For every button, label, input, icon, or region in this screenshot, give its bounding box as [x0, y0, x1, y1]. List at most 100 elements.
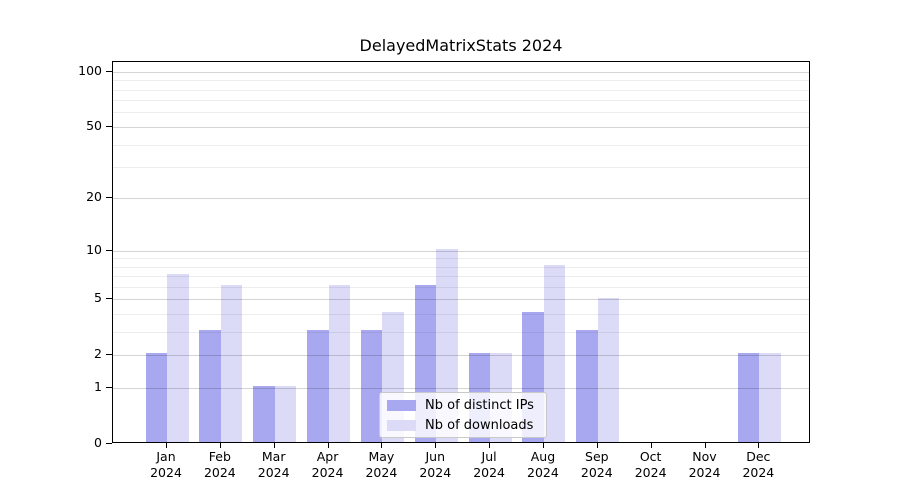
gridline-80	[113, 89, 809, 91]
y-tick-2	[106, 354, 112, 356]
legend-label: Nb of downloads	[425, 417, 534, 433]
y-tick-label-20: 20	[86, 189, 102, 205]
bar-ips-sep	[576, 330, 598, 442]
month-label: Jan	[156, 449, 176, 464]
legend-label: Nb of distinct IPs	[425, 397, 534, 413]
y-tick-5	[106, 298, 112, 300]
year-label: 2024	[473, 464, 505, 480]
gridline-20	[113, 198, 809, 200]
bar-ips-dec	[737, 353, 760, 442]
x-tick-mar	[273, 443, 275, 448]
y-tick-0	[106, 443, 112, 444]
x-tick-label-nov: Nov 2024	[677, 449, 733, 480]
gridline-8	[113, 266, 809, 268]
x-tick-label-oct: Oct 2024	[623, 449, 679, 480]
x-tick-jan	[166, 443, 167, 448]
y-tick-label-5: 5	[94, 290, 102, 306]
month-label: Feb	[208, 449, 231, 464]
year-label: 2024	[634, 464, 667, 480]
month-label: Sep	[585, 449, 609, 464]
year-label: 2024	[257, 464, 290, 480]
plot-area: Nb of distinct IPs Nb of downloads	[112, 61, 810, 443]
month-label: Dec	[746, 449, 771, 464]
bar-ips-mar	[253, 386, 275, 442]
bar-downloads-sep	[597, 297, 620, 442]
x-tick-label-jun: Jun 2024	[407, 449, 463, 480]
year-label: 2024	[365, 464, 398, 480]
legend-row-ips: Nb of distinct IPs	[387, 398, 539, 413]
x-tick-jul	[489, 443, 491, 448]
y-tick-label-1: 1	[94, 379, 102, 395]
gridline-50	[113, 126, 809, 128]
year-label: 2024	[419, 464, 452, 480]
month-label: Apr	[316, 449, 339, 464]
legend-row-downloads: Nb of downloads	[387, 418, 539, 433]
x-tick-apr	[327, 443, 329, 448]
legend-swatch-ips	[387, 399, 416, 411]
gridline-30	[113, 167, 809, 169]
bar-downloads-mar	[274, 386, 297, 442]
bar-downloads-feb	[220, 285, 243, 442]
year-label: 2024	[580, 464, 613, 480]
bar-downloads-dec	[759, 353, 781, 442]
month-label: Jul	[481, 449, 497, 464]
x-tick-dec	[758, 443, 760, 448]
gridline-9	[113, 258, 809, 260]
bar-ips-feb	[199, 330, 221, 442]
y-tick-label-100: 100	[78, 62, 102, 78]
x-tick-nov	[704, 443, 706, 448]
x-tick-aug	[542, 443, 544, 448]
month-label: Oct	[639, 449, 662, 464]
year-label: 2024	[742, 464, 775, 480]
x-tick-label-aug: Aug 2024	[515, 449, 571, 480]
x-tick-label-jul: Jul 2024	[461, 449, 517, 480]
gridline-6	[113, 287, 809, 289]
gridline-70	[113, 100, 809, 102]
x-tick-label-may: May 2024	[353, 449, 409, 480]
y-tick-50	[106, 125, 112, 127]
x-tick-label-dec: Dec 2024	[730, 449, 786, 480]
x-tick-jun	[435, 443, 437, 448]
legend: Nb of distinct IPs Nb of downloads	[379, 392, 547, 438]
x-tick-oct	[650, 443, 652, 448]
bar-ips-apr	[307, 330, 329, 442]
bar-downloads-jan	[167, 274, 189, 442]
legend-swatch-downloads	[387, 419, 416, 431]
y-tick-label-0: 0	[94, 435, 102, 450]
year-label: 2024	[688, 464, 721, 480]
bar-downloads-aug	[543, 264, 566, 442]
y-tick-20	[106, 197, 112, 199]
y-tick-label-10: 10	[86, 241, 102, 257]
y-tick-10	[106, 249, 112, 251]
bar-ips-may	[360, 330, 383, 442]
year-label: 2024	[311, 464, 344, 480]
month-label: Aug	[530, 449, 556, 464]
gridline-7	[113, 276, 809, 278]
x-tick-label-feb: Feb 2024	[192, 449, 248, 480]
x-tick-label-sep: Sep 2024	[569, 449, 625, 480]
x-tick-label-jan: Jan 2024	[138, 449, 194, 480]
y-tick-1	[106, 387, 112, 389]
x-tick-feb	[219, 443, 221, 448]
x-tick-label-apr: Apr 2024	[300, 449, 356, 480]
x-tick-sep	[596, 443, 598, 448]
month-label: Mar	[261, 449, 286, 464]
x-tick-may	[381, 443, 383, 448]
month-label: May	[368, 449, 395, 464]
gridline-40	[113, 144, 809, 146]
bar-downloads-apr	[328, 285, 351, 442]
year-label: 2024	[203, 464, 236, 480]
month-label: Nov	[692, 449, 717, 464]
x-tick-label-mar: Mar 2024	[246, 449, 302, 480]
y-tick-label-50: 50	[86, 117, 102, 133]
gridline-4	[113, 314, 809, 316]
y-tick-100	[106, 70, 112, 72]
y-tick-label-2: 2	[94, 346, 102, 362]
year-label: 2024	[150, 464, 182, 480]
month-label: Jun	[425, 449, 446, 464]
chart-title: DelayedMatrixStats 2024	[359, 36, 563, 55]
gridline-60	[113, 112, 809, 114]
bar-ips-jan	[145, 353, 167, 442]
gridline-10	[113, 250, 809, 252]
